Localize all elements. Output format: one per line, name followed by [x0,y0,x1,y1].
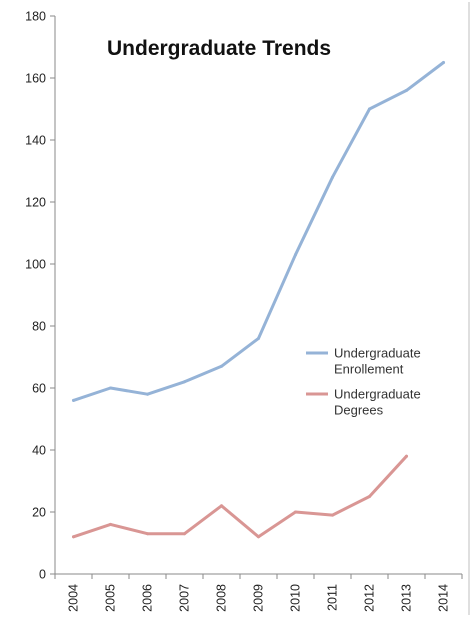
y-tick-label: 60 [32,382,46,396]
y-tick-label: 0 [39,568,46,582]
data-point [405,454,408,458]
data-point [442,61,445,64]
legend-label: Enrollement [334,362,404,377]
x-tick-label: 2012 [363,584,377,612]
data-point [72,535,75,539]
data-point [257,336,260,340]
series-layer [72,61,445,539]
x-axis: 2004 2005 2006 2007 2008 2009 2010 2011 2012 2013… [54,573,463,612]
series-2 [72,454,408,539]
x-tick-label: 2011 [326,584,340,611]
data-point [109,386,112,390]
y-tick-label: 160 [25,72,46,86]
y-tick-label: 100 [25,258,46,272]
x-tick-label: 2010 [289,584,303,612]
data-point [146,532,149,536]
data-point [294,253,297,257]
data-point [220,504,223,508]
data-point [183,380,186,384]
legend-label: Undergraduate [334,387,421,402]
x-tick-label: 2004 [67,584,81,612]
data-point [72,398,75,402]
legend-label: Undergraduate [334,346,421,361]
x-tick-label: 2005 [104,584,118,612]
data-point [368,107,371,111]
y-tick-label: 80 [32,320,46,334]
data-point [183,532,186,536]
y-tick-label: 20 [32,506,46,520]
legend-label: Degrees [334,403,384,418]
chart-title: Undergraduate Trends [107,37,331,60]
legend: UndergraduateEnrollementUndergraduateDeg… [306,346,421,418]
data-point [109,522,112,526]
x-tick-label: 2008 [215,584,229,612]
series-1 [72,61,445,402]
y-tick-label: 120 [25,196,46,210]
y-tick-label: 180 [25,10,46,24]
data-point [220,364,223,368]
x-tick-label: 2006 [141,584,155,612]
y-axis: 0 20 40 60 80 100 120 140 160 180 [25,10,56,582]
y-tick-label: 40 [32,444,46,458]
data-point [146,392,149,396]
data-point [294,510,297,514]
data-point [331,175,334,179]
x-tick-label: 2013 [400,584,414,612]
x-tick-label: 2007 [178,584,192,612]
data-point [368,495,371,498]
x-tick-label: 2009 [252,584,266,612]
data-point [405,88,408,92]
data-point [331,513,334,517]
y-tick-label: 140 [25,134,46,148]
data-point [257,535,260,539]
series-line [72,454,408,539]
x-tick-label: 2014 [437,584,451,612]
